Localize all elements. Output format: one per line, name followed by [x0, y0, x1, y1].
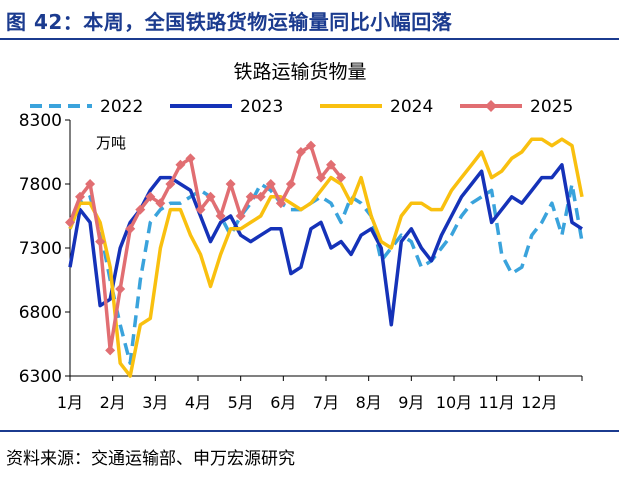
series-marker-2025: [145, 191, 156, 202]
series-marker-2025: [95, 236, 106, 247]
series-marker-2025: [175, 159, 186, 170]
y-tick-label: 7300: [19, 239, 62, 259]
header-rule: [0, 38, 619, 40]
figure-header: 图 42：本周，全国铁路货物运输量同比小幅回落: [0, 0, 619, 40]
figure-title: 图 42：本周，全国铁路货物运输量同比小幅回落: [6, 10, 453, 34]
series-marker-2025: [275, 198, 286, 209]
x-tick-label: 12月: [521, 393, 557, 412]
legend-marker-2025: [485, 100, 497, 112]
x-tick-label: 1月: [57, 393, 83, 412]
series-marker-2025: [125, 223, 136, 234]
x-tick-label: 2月: [100, 393, 126, 412]
x-tick-label: 5月: [228, 393, 254, 412]
y-tick-label: 8300: [19, 111, 62, 131]
series-marker-2025: [165, 179, 176, 189]
source-note: 资料来源：交通运输部、申万宏源研究: [6, 449, 295, 469]
x-tick-label: 7月: [313, 393, 339, 412]
series-marker-2025: [336, 172, 347, 183]
series-line-2024: [68, 137, 584, 378]
series-marker-2025: [115, 283, 126, 294]
series-marker-2025: [85, 179, 96, 189]
series-marker-2025: [235, 211, 246, 221]
chart-title: 铁路运输货物量: [233, 61, 366, 83]
series-line-2025: [68, 143, 343, 353]
series-marker-2025: [105, 345, 116, 356]
series-marker-2025: [305, 140, 316, 151]
series-marker-2025: [245, 191, 256, 202]
rail-freight-chart: 铁路运输货物量 2022 2023 2024 2025 万吨 6300 6800 7300…: [19, 61, 584, 412]
legend-label-2022: 2022: [100, 97, 143, 117]
series-marker-2025: [135, 204, 146, 215]
legend-label-2023: 2023: [240, 97, 283, 117]
x-tick-label: 4月: [185, 393, 211, 412]
x-tick-label: 11月: [478, 393, 514, 412]
series-marker-2025: [205, 191, 216, 202]
series-marker-2025: [255, 191, 266, 202]
series-marker-2025: [326, 159, 337, 170]
series-marker-2025: [65, 217, 75, 228]
legend-label-2025: 2025: [530, 97, 573, 117]
x-tick-label: 8月: [356, 393, 382, 412]
x-tick-label: 6月: [270, 393, 296, 412]
series-marker-2025: [225, 179, 236, 189]
series-marker-2025: [75, 191, 86, 202]
series-line-2023: [68, 163, 583, 327]
x-tick-label: 9月: [398, 393, 424, 412]
series-marker-2025: [155, 198, 166, 209]
y-tick-label: 6300: [19, 367, 62, 387]
plot-area: [65, 137, 584, 378]
series-marker-2025: [265, 179, 276, 189]
series-marker-2025: [185, 153, 196, 164]
series-marker-2025: [295, 147, 306, 157]
unit-label: 万吨: [96, 134, 126, 152]
series-marker-2025: [215, 211, 226, 221]
series-line-2022: [68, 182, 584, 365]
x-tick-label: 3月: [142, 393, 168, 412]
axes: 6300 6800 7300 7800 8300 1月 2月 3月 4月 5月 6月 7月 8月 9月 10…: [19, 111, 583, 412]
series-marker-2025: [195, 204, 206, 215]
y-tick-label: 6800: [19, 303, 62, 323]
legend: 2022 2023 2024 2025: [30, 97, 573, 117]
series-marker-2025: [285, 179, 296, 189]
x-tick-label: 10月: [436, 393, 472, 412]
series-marker-2025: [315, 172, 326, 183]
legend-label-2024: 2024: [390, 97, 433, 117]
footer-rule: [0, 430, 619, 432]
y-tick-label: 7800: [19, 175, 62, 195]
